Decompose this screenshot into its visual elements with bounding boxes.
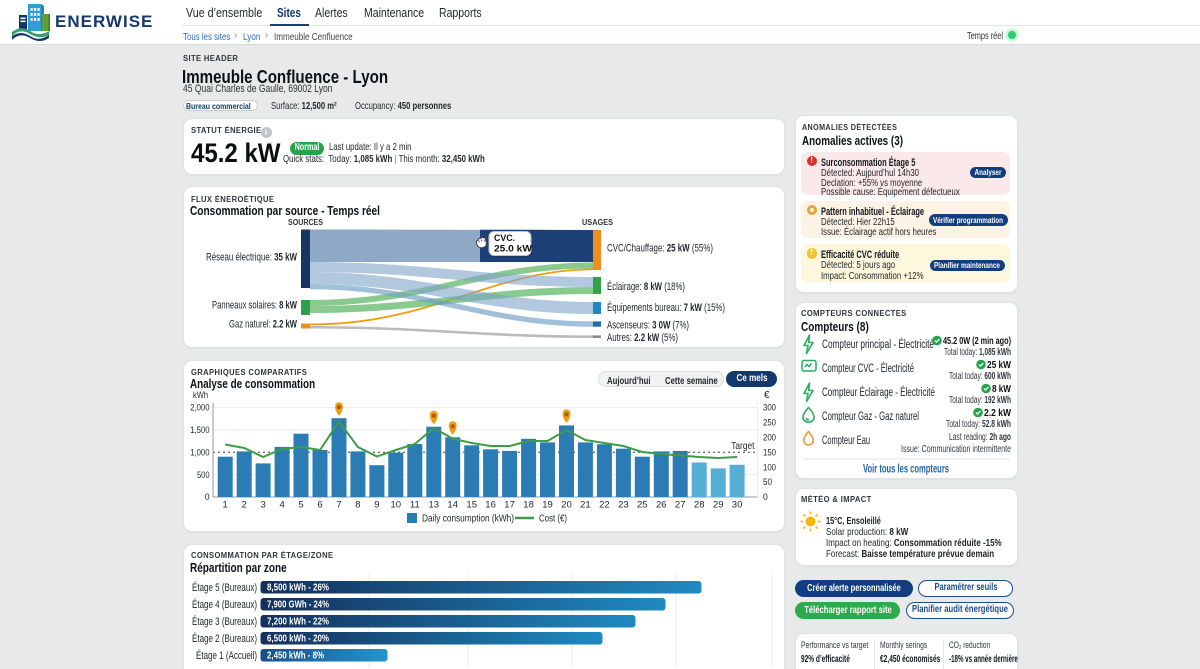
svg-text:Total today: 52.8 kWh: Total today: 52.8 kWh — [946, 419, 1011, 430]
svg-text:Étage 4 (Bureaux): Étage 4 (Bureaux) — [192, 598, 257, 611]
svg-text:9: 9 — [374, 500, 379, 511]
svg-text:19: 19 — [542, 500, 553, 511]
svg-text:29: 29 — [713, 500, 724, 511]
svg-text:2,450 kWh - 8%: 2,450 kWh - 8% — [267, 651, 324, 662]
svg-text:Panneaux solaires: 8 kW: Panneaux solaires: 8 kW — [212, 300, 297, 312]
svg-text:28: 28 — [694, 500, 705, 511]
svg-text:500: 500 — [197, 470, 210, 481]
svg-text:15: 15 — [466, 500, 477, 511]
svg-text:0: 0 — [763, 492, 768, 503]
svg-text:21: 21 — [580, 500, 591, 511]
svg-text:30: 30 — [732, 500, 743, 511]
svg-text:USAGES: USAGES — [582, 218, 614, 227]
svg-text:25: 25 — [637, 500, 648, 511]
svg-text:14: 14 — [447, 500, 458, 511]
svg-text:300: 300 — [763, 403, 776, 414]
svg-text:8: 8 — [355, 500, 360, 511]
svg-text:Autres: 2.2 kW (5%): Autres: 2.2 kW (5%) — [607, 332, 678, 344]
svg-text:20: 20 — [561, 500, 572, 511]
svg-text:Éclairage: 8 kW (18%): Éclairage: 8 kW (18%) — [607, 280, 685, 293]
svg-text:22: 22 — [599, 500, 610, 511]
svg-text:250: 250 — [763, 418, 776, 429]
svg-text:Compteur principal - Électrici: Compteur principal - Électricité — [822, 338, 934, 351]
svg-text:Étage 3 (Bureaux): Étage 3 (Bureaux) — [192, 615, 257, 628]
svg-text:6: 6 — [317, 500, 322, 511]
svg-text:200: 200 — [763, 433, 776, 444]
svg-text:Last reading: 2h ago: Last reading: 2h ago — [949, 432, 1011, 443]
svg-text:4: 4 — [279, 500, 284, 511]
svg-text:Issue: Communication intermitt: Issue: Communication intermittente — [901, 444, 1011, 455]
svg-text:2: 2 — [242, 500, 247, 511]
svg-text:Voir tous les compteurs: Voir tous les compteurs — [863, 464, 949, 476]
svg-text:2.2 kW: 2.2 kW — [984, 407, 1011, 419]
svg-text:27: 27 — [675, 500, 686, 511]
svg-text:SOURCES: SOURCES — [288, 218, 324, 227]
svg-text:Étage 1 (Accueil): Étage 1 (Accueil) — [196, 649, 257, 662]
svg-text:Compteur Éclairage - Électrici: Compteur Éclairage - Électricité — [822, 386, 935, 399]
svg-text:50: 50 — [763, 477, 772, 488]
svg-text:6,500 kWh - 20%: 6,500 kWh - 20% — [267, 634, 329, 645]
svg-text:3: 3 — [260, 500, 265, 511]
svg-text:7: 7 — [336, 500, 341, 511]
svg-text:Target: Target — [731, 441, 754, 452]
svg-text:CVC/Chauffage: 25 kW (55%): CVC/Chauffage: 25 kW (55%) — [607, 243, 713, 255]
svg-text:23: 23 — [618, 500, 629, 511]
svg-text:10: 10 — [391, 500, 402, 511]
svg-text:Total today: 600 kWh: Total today: 600 kWh — [949, 371, 1011, 382]
svg-text:Total today: 1,085 kWh: Total today: 1,085 kWh — [944, 347, 1011, 358]
svg-text:1: 1 — [223, 500, 228, 511]
svg-text:1,500: 1,500 — [190, 425, 209, 436]
svg-text:8,500 kWh - 26%: 8,500 kWh - 26% — [267, 583, 329, 594]
svg-text:Cost (€): Cost (€) — [539, 513, 567, 525]
svg-text:100: 100 — [763, 462, 776, 473]
svg-text:1,000: 1,000 — [190, 447, 209, 458]
svg-text:Compteur Gaz - Gaz naturel: Compteur Gaz - Gaz naturel — [822, 411, 919, 423]
svg-text:2,000: 2,000 — [190, 403, 209, 414]
svg-text:€: € — [764, 390, 770, 401]
svg-text:11: 11 — [410, 500, 420, 511]
svg-text:13: 13 — [429, 500, 440, 511]
svg-text:Compteur Eau: Compteur Eau — [822, 435, 870, 447]
svg-text:25.0 kW: 25.0 kW — [494, 244, 532, 255]
svg-text:Étage 2 (Bureaux): Étage 2 (Bureaux) — [192, 632, 257, 645]
svg-text:7,900 GWh - 24%: 7,900 GWh - 24% — [267, 600, 329, 611]
svg-text:45.2 0W (2 min ago): 45.2 0W (2 min ago) — [943, 335, 1011, 347]
svg-text:Total today: 192 kWh: Total today: 192 kWh — [949, 395, 1011, 406]
svg-text:Réseau électrique: 35 kW: Réseau électrique: 35 kW — [206, 252, 297, 264]
svg-text:17: 17 — [504, 500, 515, 511]
svg-text:Compteur CVC - Électricité: Compteur CVC - Électricité — [822, 362, 914, 375]
svg-text:5: 5 — [298, 500, 303, 511]
svg-text:kWh: kWh — [193, 390, 208, 400]
svg-text:26: 26 — [656, 500, 667, 511]
svg-text:7,200 kWh - 22%: 7,200 kWh - 22% — [267, 617, 329, 628]
svg-text:Gaz naturel: 2.2 kW: Gaz naturel: 2.2 kW — [229, 319, 297, 331]
svg-text:0: 0 — [205, 492, 210, 503]
svg-text:Ascenseurs: 3 0W (7%): Ascenseurs: 3 0W (7%) — [607, 320, 689, 332]
svg-text:CVC.: CVC. — [494, 233, 515, 244]
svg-text:Équipements bureau: 7 kW (15%): Équipements bureau: 7 kW (15%) — [607, 301, 725, 314]
svg-text:Étage 5 (Bureaux): Étage 5 (Bureaux) — [192, 581, 257, 594]
svg-text:150: 150 — [763, 447, 776, 458]
svg-text:8 kW: 8 kW — [992, 383, 1011, 395]
svg-text:25 kW: 25 kW — [987, 359, 1011, 371]
svg-text:18: 18 — [523, 500, 534, 511]
svg-text:Daily consumption (kWh): Daily consumption (kWh) — [422, 513, 514, 525]
svg-text:16: 16 — [485, 500, 496, 511]
